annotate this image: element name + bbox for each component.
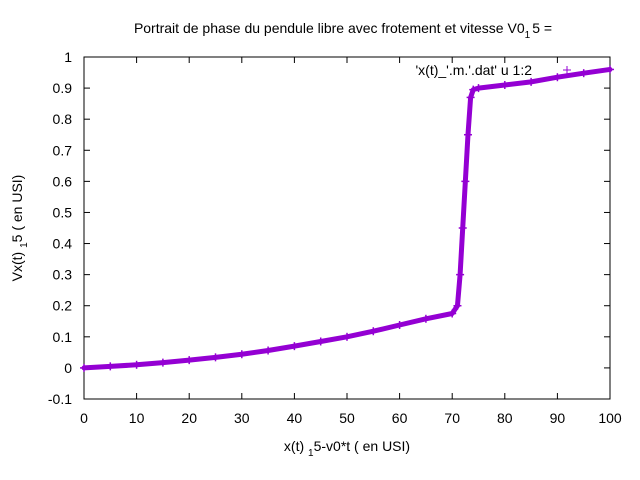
data-point: [80, 363, 88, 372]
y-tick-label: 0.4: [53, 236, 73, 252]
x-tick-label: 0: [80, 410, 88, 426]
data-point: [527, 77, 536, 86]
data-point: [369, 327, 378, 336]
data-point: [106, 362, 115, 371]
legend-marker: [563, 66, 571, 74]
y-tick-label: 0.6: [53, 173, 73, 189]
y-axis-label: Vx(t) 15 ( en USI): [9, 175, 30, 282]
data-point: [458, 224, 467, 232]
y-tick-label: 0.9: [53, 80, 73, 96]
y-tick-label: 0.2: [53, 298, 73, 314]
y-tick-label: 0.7: [53, 142, 73, 158]
y-tick-label: 0.8: [53, 111, 73, 127]
data-point: [461, 177, 470, 186]
data-point: [500, 80, 509, 89]
data-point: [211, 353, 220, 362]
data-series: [80, 65, 614, 372]
data-point: [395, 321, 404, 330]
x-tick-label: 30: [234, 410, 250, 426]
x-tick-label: 70: [444, 410, 460, 426]
x-axis: 0 10 20 30 40 50 60 70 80 90 100: [80, 57, 622, 426]
data-point: [290, 342, 299, 351]
y-tick-label: 1: [64, 49, 72, 65]
data-point: [463, 130, 472, 139]
data-point: [469, 85, 478, 94]
plot-frame: [83, 56, 611, 400]
y-tick-label: 0.1: [53, 329, 73, 345]
y-tick-label: 0: [64, 360, 72, 376]
x-tick-label: 10: [129, 410, 145, 426]
x-tick-label: 100: [598, 410, 622, 426]
data-point: [132, 360, 141, 369]
x-tick-label: 20: [181, 410, 197, 426]
data-point: [579, 69, 588, 78]
y-tick-label: 0.3: [53, 267, 73, 283]
data-point: [237, 350, 246, 359]
data-point: [453, 301, 462, 310]
x-tick-label: 80: [497, 410, 513, 426]
legend-label: 'x(t)_'.m.'.dat' u 1:2: [415, 62, 532, 78]
data-point: [553, 73, 562, 82]
data-point: [264, 346, 273, 355]
series-line: [81, 66, 613, 371]
chart-title: Portrait de phase du pendule libre avec …: [134, 20, 552, 41]
x-tick-label: 50: [339, 410, 355, 426]
data-point: [448, 309, 457, 318]
data-point: [474, 84, 483, 93]
y-tick-label: 0.5: [53, 204, 73, 220]
x-tick-label: 40: [287, 410, 303, 426]
y-axis: -0.1 0 0.1 0.2 0.3 0.4 0.5 0.6 0.7 0.8 0.9 1: [48, 49, 610, 407]
data-point: [185, 356, 194, 365]
x-tick-label: 90: [550, 410, 566, 426]
data-point: [316, 337, 325, 346]
data-point: [158, 358, 167, 367]
data-point: [466, 93, 475, 102]
data-point: [343, 332, 351, 341]
y-tick-label: -0.1: [48, 391, 72, 407]
legend: 'x(t)_'.m.'.dat' u 1:2: [415, 62, 571, 78]
data-point: [421, 314, 430, 323]
x-axis-label: x(t) 15-v0*t ( en USI): [284, 438, 410, 459]
x-tick-label: 60: [392, 410, 408, 426]
data-point: [456, 270, 465, 279]
data-point: [606, 65, 614, 74]
